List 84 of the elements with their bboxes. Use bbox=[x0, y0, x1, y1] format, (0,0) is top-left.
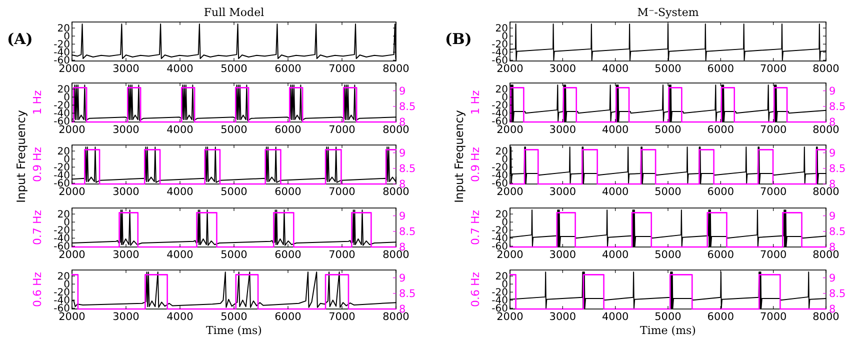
x-tick-label: 6000 bbox=[274, 186, 302, 198]
x-tick-label: 6000 bbox=[707, 124, 734, 136]
x-tick-label: 6000 bbox=[707, 186, 734, 198]
x-tick-label: 4000 bbox=[166, 249, 194, 261]
x-tick-label: 4000 bbox=[602, 63, 629, 75]
x-tick-label: 8000 bbox=[812, 63, 840, 75]
x-tick-label: 7000 bbox=[760, 63, 787, 75]
y-axis-title: 0.6 Hz bbox=[31, 272, 44, 308]
y2-tick-label: 8.5 bbox=[829, 101, 846, 114]
x-tick-label: 4000 bbox=[166, 124, 194, 136]
x-tick-label: 3000 bbox=[549, 249, 576, 261]
y2-tick-label: 9 bbox=[829, 147, 836, 160]
x-tick-label: 5000 bbox=[220, 311, 248, 323]
x-tick-label: 5000 bbox=[220, 124, 248, 136]
text: (A) bbox=[7, 30, 33, 48]
x-tick-label: 4000 bbox=[602, 124, 629, 136]
y2-tick-label: 9 bbox=[829, 85, 836, 98]
y-axis-title: 0.6 Hz bbox=[469, 272, 482, 308]
text: Input Frequency bbox=[14, 110, 28, 203]
x-tick-label: 4000 bbox=[166, 311, 194, 323]
x-tick-label: 7000 bbox=[328, 186, 356, 198]
x-tick-label: 3000 bbox=[112, 186, 140, 198]
x-tick-label: 5000 bbox=[654, 311, 682, 323]
x-tick-label: 5000 bbox=[220, 63, 248, 75]
x-tick-label: 7000 bbox=[328, 311, 356, 323]
y-axis-title: 0.7 Hz bbox=[469, 210, 482, 246]
x-tick-label: 6000 bbox=[707, 249, 734, 261]
x-tick-label: 6000 bbox=[274, 124, 302, 136]
y2-tick-label: 8.5 bbox=[829, 288, 846, 300]
x-tick-label: 5000 bbox=[654, 249, 682, 261]
x-tick-label: 4000 bbox=[166, 186, 194, 198]
x-tick-label: 3000 bbox=[112, 124, 140, 136]
x-tick-label: 6000 bbox=[707, 63, 734, 75]
x-tick-label: 3000 bbox=[549, 63, 576, 75]
x-tick-label: 3000 bbox=[112, 63, 140, 75]
chart-title: Full Model bbox=[204, 6, 265, 19]
x-tick-label: 5000 bbox=[220, 249, 248, 261]
x-tick-label: 7000 bbox=[760, 311, 787, 323]
y-axis-title: 0.9 Hz bbox=[469, 146, 482, 182]
x-tick-label: 5000 bbox=[654, 124, 682, 136]
x-tick-label: 3000 bbox=[112, 311, 140, 323]
x-tick-label: 7000 bbox=[328, 63, 356, 75]
x-tick-label: 8000 bbox=[382, 63, 410, 75]
y-axis-title: 1 Hz bbox=[469, 90, 482, 115]
y-axis-title: 1 Hz bbox=[31, 90, 44, 115]
y2-tick-label: 9 bbox=[399, 147, 406, 160]
x-tick-label: 6000 bbox=[274, 311, 302, 323]
y2-tick-label: 9 bbox=[399, 210, 406, 222]
x-tick-label: 3000 bbox=[549, 124, 576, 136]
x-tick-label: 4000 bbox=[602, 311, 629, 323]
x-tick-label: 5000 bbox=[654, 186, 682, 198]
y2-tick-label: 8.5 bbox=[829, 226, 846, 238]
x-tick-label: 4000 bbox=[166, 63, 194, 75]
x-tick-label: 7000 bbox=[760, 124, 787, 136]
x-tick-label: 7000 bbox=[328, 124, 356, 136]
x-tick-label: 7000 bbox=[760, 186, 787, 198]
y2-tick-label: 9 bbox=[829, 272, 836, 284]
text: Input Frequency bbox=[452, 110, 466, 203]
x-tick-label: 3000 bbox=[549, 186, 576, 198]
x-tick-label: 3000 bbox=[549, 311, 576, 323]
y2-tick-label: 8.5 bbox=[399, 226, 416, 238]
y2-tick-label: 9 bbox=[399, 85, 406, 98]
x-tick-label: 6000 bbox=[274, 249, 302, 261]
x-tick-label: 4000 bbox=[602, 186, 629, 198]
y-axis-title: 0.9 Hz bbox=[31, 146, 44, 182]
x-tick-label: 4000 bbox=[602, 249, 629, 261]
x-tick-label: 6000 bbox=[274, 63, 302, 75]
x-axis-title: Time (ms) bbox=[640, 324, 696, 337]
y-axis-title: 0.7 Hz bbox=[31, 210, 44, 246]
x-tick-label: 3000 bbox=[112, 249, 140, 261]
y2-tick-label: 9 bbox=[829, 210, 836, 222]
x-tick-label: 5000 bbox=[654, 63, 682, 75]
x-tick-label: 6000 bbox=[707, 311, 734, 323]
text: (B) bbox=[445, 30, 472, 48]
x-tick-label: 7000 bbox=[328, 249, 356, 261]
x-axis-title: Time (ms) bbox=[206, 324, 262, 337]
chart-title: M⁻-System bbox=[637, 6, 700, 19]
y2-tick-label: 8.5 bbox=[399, 288, 416, 300]
x-tick-label: 7000 bbox=[760, 249, 787, 261]
y2-tick-label: 8.5 bbox=[399, 101, 416, 114]
y2-tick-label: 8.5 bbox=[399, 163, 416, 176]
y2-tick-label: 9 bbox=[399, 272, 406, 284]
x-tick-label: 5000 bbox=[220, 186, 248, 198]
y2-tick-label: 8.5 bbox=[829, 163, 846, 176]
